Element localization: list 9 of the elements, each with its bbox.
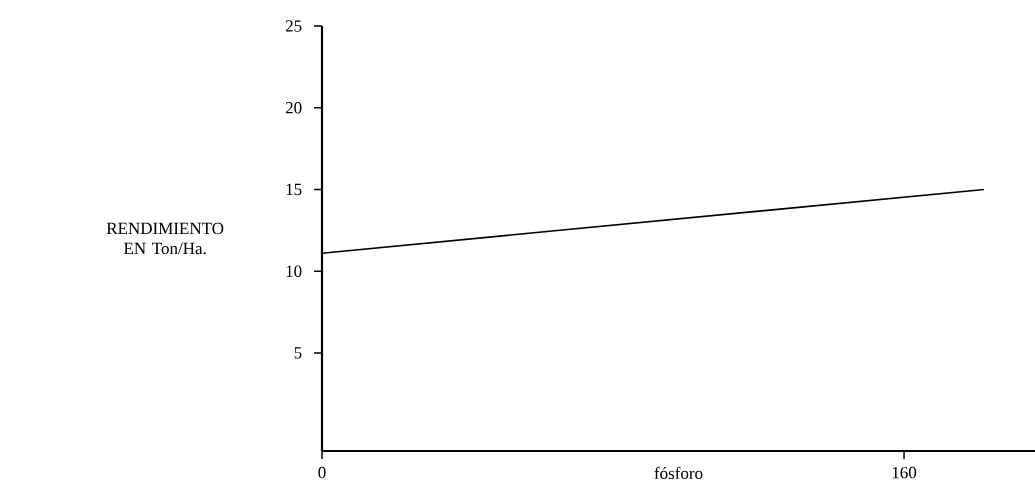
x-tick-label: 160 [892, 466, 917, 479]
y-tick-label: 20 [285, 101, 302, 114]
x-tick-label: 0 [318, 466, 326, 479]
y-tick-label: 10 [286, 265, 302, 277]
y-axis-title: RENDIMIENTO EN Ton/Ha. [106, 222, 224, 255]
y-tick-label: 5 [294, 347, 302, 359]
x-axis-title: fósforo [654, 466, 703, 480]
y-tick-label: 15 [286, 183, 302, 196]
y-tick-label: 25 [285, 20, 302, 32]
